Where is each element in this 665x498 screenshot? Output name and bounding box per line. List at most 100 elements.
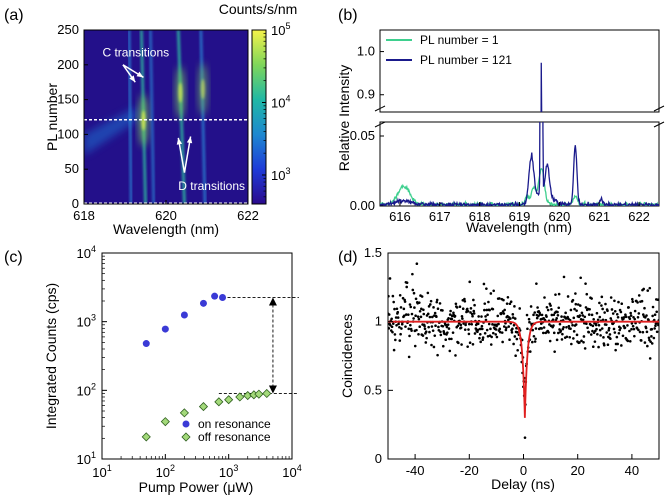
coincidence-point <box>400 322 404 326</box>
on-resonance-point <box>219 293 227 301</box>
coincidence-point <box>432 306 435 309</box>
coincidence-point <box>434 324 437 328</box>
coincidence-point <box>401 296 405 300</box>
coincidence-point <box>603 311 606 314</box>
coincidence-point <box>538 313 542 316</box>
coincidence-point <box>411 288 415 292</box>
coincidence-point <box>398 294 402 297</box>
coincidence-point <box>404 325 407 328</box>
coincidence-point <box>403 300 407 303</box>
coincidence-point <box>569 327 572 331</box>
coincidence-point <box>584 282 587 285</box>
coincidence-point <box>394 316 398 319</box>
coincidence-point <box>642 287 645 291</box>
coincidence-point <box>410 329 413 332</box>
coincidence-point <box>420 307 423 311</box>
coincidence-point <box>409 323 412 327</box>
coincidence-point <box>428 330 431 334</box>
coincidence-point <box>459 326 463 329</box>
coincidence-point <box>533 340 537 343</box>
spectrum-xtick-label: 616 <box>389 209 411 224</box>
coincidence-point <box>503 308 506 312</box>
coincidence-point <box>651 314 654 318</box>
coincidence-point <box>613 299 616 303</box>
coincidence-point <box>507 325 511 328</box>
coincidence-point <box>643 306 646 310</box>
coincidence-point <box>435 315 438 319</box>
spectrum-xtick-label: 620 <box>549 209 571 224</box>
coincidence-point <box>579 276 582 280</box>
coincidence-point <box>627 306 630 309</box>
coincidence-point <box>469 311 472 314</box>
coincidence-point <box>481 327 484 331</box>
coincidence-point <box>468 322 471 326</box>
coincidence-point <box>602 343 606 347</box>
coincidence-point <box>471 314 474 318</box>
coincidence-point <box>518 307 522 310</box>
coincidence-point <box>502 298 505 302</box>
coincidence-point <box>418 309 422 313</box>
coincidence-point <box>650 327 654 331</box>
coincidence-point <box>576 303 580 306</box>
coincidence-point <box>654 324 657 328</box>
coincidence-point <box>535 316 539 320</box>
coincidence-point <box>572 337 575 340</box>
coincidence-point <box>422 308 425 312</box>
colorbar-tick-label: 105 <box>271 21 290 38</box>
coincidence-point <box>525 313 529 317</box>
coincidence-point <box>513 305 516 308</box>
axis-break-mark <box>653 105 665 112</box>
coincidence-point <box>609 337 612 341</box>
coincidence-point <box>441 324 445 328</box>
coincidence-point <box>624 313 627 317</box>
on-resonance-point <box>199 299 207 307</box>
coincidence-point <box>566 295 570 298</box>
coincidence-point <box>617 331 621 335</box>
g2-plot <box>388 262 659 439</box>
coincidence-point <box>444 338 448 342</box>
panel-label-a: (a) <box>4 7 24 24</box>
coincidence-point <box>455 306 459 309</box>
coincidence-point <box>472 309 476 313</box>
coincidence-point <box>412 317 415 320</box>
coincidence-point <box>421 334 425 337</box>
coincidence-point <box>479 340 482 344</box>
spectrum-xlabel: Wavelength (nm) <box>466 219 572 235</box>
coincidence-point <box>502 312 506 315</box>
coincidence-point <box>650 335 653 338</box>
coincidence-point <box>496 314 500 318</box>
coincidence-point <box>450 337 453 341</box>
coincidence-point <box>575 333 579 337</box>
coincidence-point <box>435 300 439 304</box>
power-arrowhead-bottom <box>268 385 277 394</box>
coincidence-point <box>648 286 652 290</box>
coincidence-point <box>431 329 435 332</box>
coincidence-point <box>494 328 498 331</box>
heatmap-xtick-label: 618 <box>73 208 95 223</box>
heatmap-xlabel: Wavelength (nm) <box>113 221 219 237</box>
coincidence-point <box>427 305 431 308</box>
colorbar-label: Counts/s/nm <box>219 1 298 17</box>
g2-ytick-label: 0.5 <box>364 382 382 397</box>
coincidence-point <box>536 306 539 309</box>
off-resonance-point <box>198 402 209 412</box>
coincidence-point <box>619 326 622 330</box>
coincidence-point <box>515 337 519 341</box>
coincidence-point <box>411 272 414 276</box>
coincidence-point <box>607 328 611 332</box>
heatmap-background-sweep <box>84 106 138 156</box>
on-resonance-point <box>161 325 169 333</box>
coincidence-point <box>531 340 534 344</box>
coincidence-point <box>605 331 608 334</box>
coincidence-point <box>557 306 561 310</box>
coincidence-point <box>461 307 465 311</box>
coincidence-point <box>430 343 433 347</box>
coincidence-point <box>515 330 519 334</box>
coincidence-point <box>533 311 537 314</box>
coincidence-point <box>447 327 451 330</box>
coincidence-point <box>628 339 632 343</box>
coincidence-point <box>484 315 487 318</box>
on-resonance-point <box>180 311 188 319</box>
heatmap-hotspot-core <box>200 79 205 100</box>
off-resonance-point <box>160 417 170 427</box>
